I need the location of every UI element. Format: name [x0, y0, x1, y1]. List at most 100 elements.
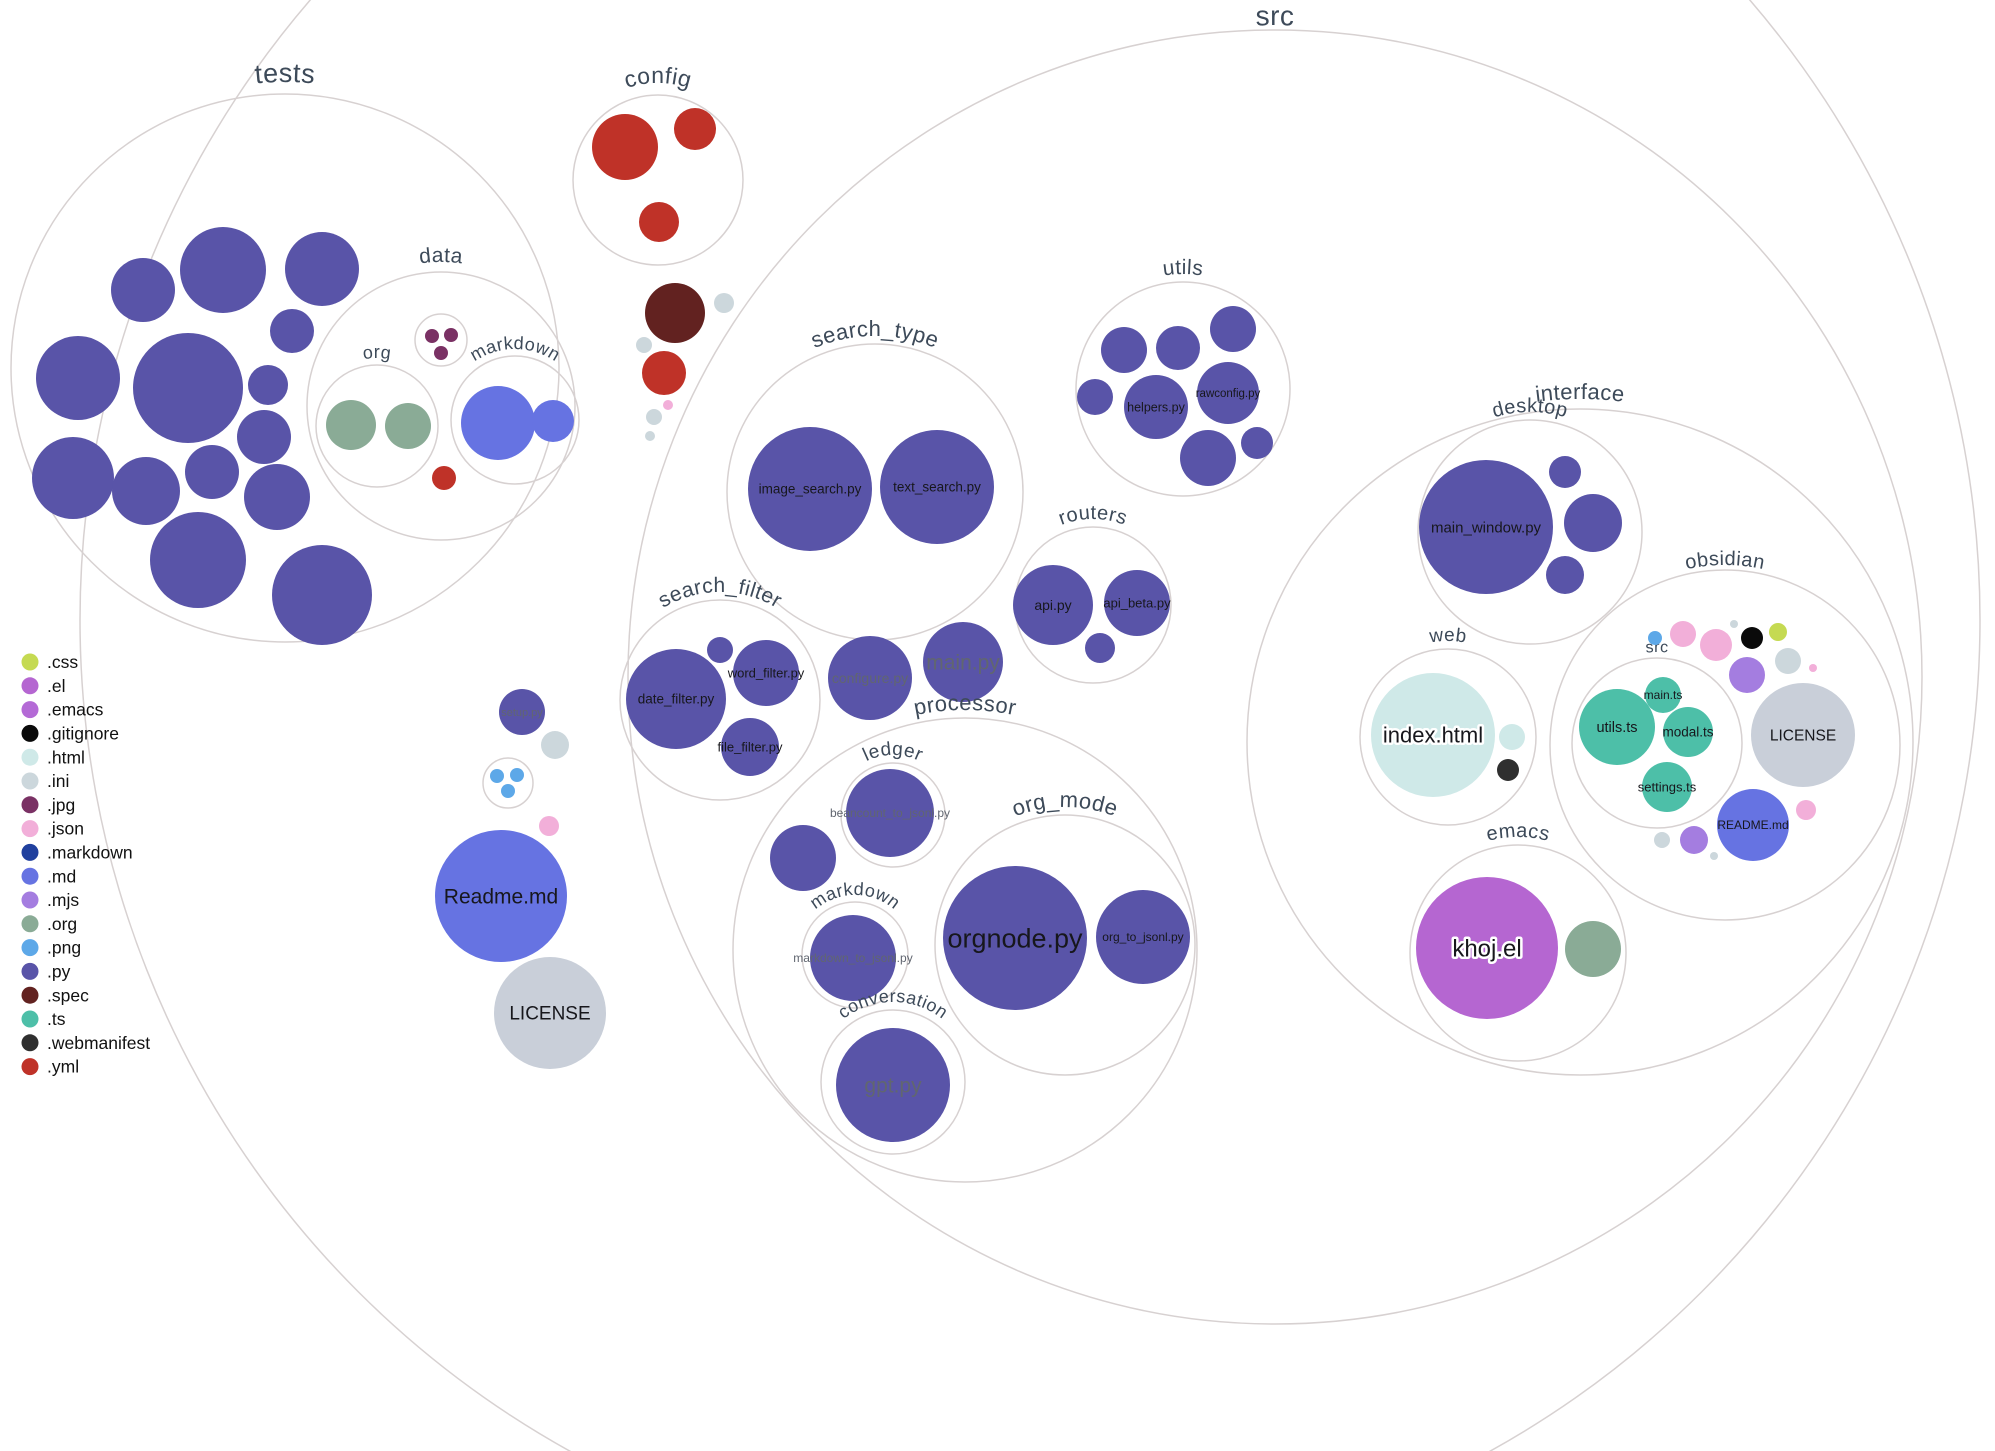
gpt-py-file-circle[interactable] — [836, 1028, 950, 1142]
file-md-file-circle[interactable] — [532, 400, 574, 442]
file-png-file-circle[interactable] — [501, 784, 515, 798]
file-yml-file-circle[interactable] — [674, 108, 716, 150]
configure-py-file-circle[interactable] — [828, 636, 912, 720]
file-py-file-circle[interactable] — [180, 227, 266, 313]
file-ini-file-circle[interactable] — [541, 731, 569, 759]
root-images-folder-circle[interactable] — [482, 757, 534, 809]
file-html-file-circle[interactable] — [1499, 724, 1525, 750]
interface-folder-circle[interactable] — [1246, 408, 1914, 1076]
readme-md-file-circle[interactable] — [435, 830, 567, 962]
data-folder-circle[interactable] — [306, 271, 576, 541]
file-ini-file-circle[interactable] — [645, 431, 655, 441]
file-yml-file-circle[interactable] — [639, 202, 679, 242]
api-beta-py-file-circle[interactable] — [1104, 570, 1170, 636]
image-search-py-file-circle[interactable] — [748, 427, 872, 551]
file-yml-file-circle[interactable] — [432, 466, 456, 490]
tests-folder-circle[interactable] — [10, 93, 560, 643]
file-jpg-file-circle[interactable] — [425, 329, 439, 343]
file-py-file-circle[interactable] — [1549, 456, 1581, 488]
file-py-file-circle[interactable] — [1101, 327, 1147, 373]
file-py-file-circle[interactable] — [244, 464, 310, 530]
web-folder-circle[interactable] — [1359, 648, 1537, 826]
file-json-file-circle[interactable] — [1670, 621, 1696, 647]
file-py-file-circle[interactable] — [1546, 556, 1584, 594]
file-gitignore-file-circle[interactable] — [1741, 627, 1763, 649]
helpers-py-file-circle[interactable] — [1124, 375, 1188, 439]
file-org-file-circle[interactable] — [385, 403, 431, 449]
khoj-el-file-circle[interactable] — [1416, 877, 1558, 1019]
file-ini-file-circle[interactable] — [1654, 832, 1670, 848]
file-css-file-circle[interactable] — [1769, 623, 1787, 641]
file-py-file-circle[interactable] — [1077, 379, 1113, 415]
file-json-file-circle[interactable] — [663, 400, 673, 410]
file-yml-file-circle[interactable] — [642, 351, 686, 395]
main-py-file-circle[interactable] — [923, 622, 1003, 702]
file-json-file-circle[interactable] — [1796, 800, 1816, 820]
setup-py-file-circle[interactable] — [499, 689, 545, 735]
file-png-file-circle[interactable] — [490, 769, 504, 783]
desktop-folder-circle[interactable] — [1417, 419, 1643, 645]
markdown-folder-circle[interactable] — [450, 355, 580, 485]
file-ini-file-circle[interactable] — [1710, 852, 1718, 860]
org-mode-folder-circle[interactable] — [934, 814, 1196, 1076]
file-json-file-circle[interactable] — [1809, 664, 1817, 672]
file-ini-file-circle[interactable] — [636, 337, 652, 353]
license-file-circle[interactable] — [1751, 683, 1855, 787]
org-to-jsonl-py-file-circle[interactable] — [1096, 890, 1190, 984]
file-filter-py-file-circle[interactable] — [721, 718, 779, 776]
processor-folder-circle[interactable] — [732, 717, 1198, 1183]
settings-ts-file-circle[interactable] — [1642, 762, 1692, 812]
file-py-file-circle[interactable] — [1180, 430, 1236, 486]
rawconfig-py-file-circle[interactable] — [1197, 362, 1259, 424]
obsidian-folder-circle[interactable] — [1549, 569, 1901, 921]
utils-folder-circle[interactable] — [1075, 281, 1291, 497]
src-folder-circle[interactable] — [627, 29, 1923, 1325]
file-py-file-circle[interactable] — [133, 333, 243, 443]
conversation-folder-circle[interactable] — [820, 1009, 966, 1155]
file-png-file-circle[interactable] — [1648, 631, 1662, 645]
data-images-folder-circle[interactable] — [414, 313, 468, 367]
api-py-file-circle[interactable] — [1013, 565, 1093, 645]
file-py-file-circle[interactable] — [1210, 306, 1256, 352]
word-filter-py-file-circle[interactable] — [733, 640, 799, 706]
readme-md-file-circle[interactable] — [1717, 789, 1789, 861]
emacs-folder-circle[interactable] — [1409, 844, 1627, 1062]
file-mjs-file-circle[interactable] — [1680, 826, 1708, 854]
markdown-to-jsonl-py-file-circle[interactable] — [810, 915, 896, 1001]
file-py-file-circle[interactable] — [707, 637, 733, 663]
file-py-file-circle[interactable] — [270, 309, 314, 353]
file-py-file-circle[interactable] — [1564, 494, 1622, 552]
file-png-file-circle[interactable] — [510, 768, 524, 782]
file-md-file-circle[interactable] — [461, 386, 535, 460]
file-org-file-circle[interactable] — [1565, 921, 1621, 977]
file-py-file-circle[interactable] — [185, 445, 239, 499]
file-ini-file-circle[interactable] — [714, 293, 734, 313]
org-folder-circle[interactable] — [315, 364, 439, 488]
file-py-file-circle[interactable] — [32, 437, 114, 519]
file-mjs-file-circle[interactable] — [1729, 657, 1765, 693]
file-py-file-circle[interactable] — [248, 365, 288, 405]
file-jpg-file-circle[interactable] — [444, 328, 458, 342]
file-ini-file-circle[interactable] — [646, 409, 662, 425]
file-ini-file-circle[interactable] — [1775, 648, 1801, 674]
file-py-file-circle[interactable] — [111, 258, 175, 322]
file-py-file-circle[interactable] — [150, 512, 246, 608]
file-webmanifest-file-circle[interactable] — [1497, 759, 1519, 781]
file-py-file-circle[interactable] — [1156, 326, 1200, 370]
index-html-file-circle[interactable] — [1371, 673, 1495, 797]
license-file-circle[interactable] — [494, 957, 606, 1069]
beancount-to-jsonl-py-file-circle[interactable] — [846, 769, 934, 857]
file-py-file-circle[interactable] — [1241, 427, 1273, 459]
config-folder-circle[interactable] — [572, 94, 744, 266]
date-filter-py-file-circle[interactable] — [626, 649, 726, 749]
modal-ts-file-circle[interactable] — [1663, 707, 1713, 757]
file-py-file-circle[interactable] — [237, 410, 291, 464]
file-org-file-circle[interactable] — [326, 400, 376, 450]
file-py-file-circle[interactable] — [770, 825, 836, 891]
file-spec-file-circle[interactable] — [645, 283, 705, 343]
file-py-file-circle[interactable] — [272, 545, 372, 645]
file-json-file-circle[interactable] — [1700, 629, 1732, 661]
file-py-file-circle[interactable] — [285, 232, 359, 306]
file-py-file-circle[interactable] — [1085, 633, 1115, 663]
main-ts-file-circle[interactable] — [1645, 677, 1681, 713]
